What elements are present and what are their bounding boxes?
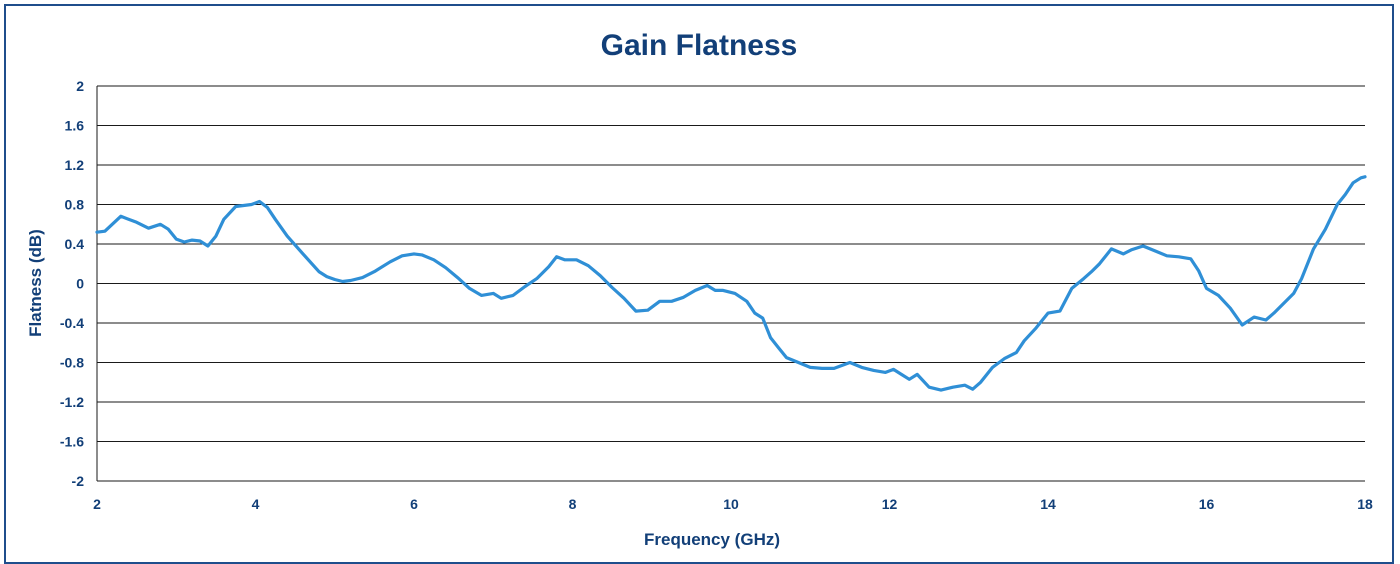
y-tick-label: 2: [76, 78, 84, 94]
x-tick-label: 6: [410, 496, 418, 512]
y-tick-label: -1.2: [60, 394, 84, 410]
y-tick-labels: 2 1.6 1.2 0.8 0.4 0 -0.4 -0.8 -1.2 -1.6 -2: [60, 78, 84, 489]
x-tick-label: 12: [882, 496, 898, 512]
gridlines: [97, 85, 1365, 482]
x-tick-labels: 2 4 6 8 10 12 14 16 18: [93, 496, 1373, 512]
x-tick-label: 10: [723, 496, 739, 512]
x-axis-label: Frequency (GHz): [644, 530, 780, 549]
x-tick-label: 2: [93, 496, 101, 512]
y-tick-label: 0.8: [65, 197, 85, 213]
y-tick-label: -0.8: [60, 355, 84, 371]
x-tick-label: 14: [1040, 496, 1056, 512]
x-tick-label: 18: [1357, 496, 1373, 512]
y-tick-label: 1.6: [65, 118, 85, 134]
y-tick-label: 0: [76, 276, 84, 292]
x-tick-label: 4: [252, 496, 260, 512]
y-tick-label: -0.4: [60, 315, 84, 331]
chart-title: Gain Flatness: [601, 29, 798, 62]
y-tick-label: 1.2: [65, 157, 85, 173]
flatness-series-line: [95, 175, 1367, 392]
y-tick-label: -1.6: [60, 434, 84, 450]
y-tick-label: -2: [72, 473, 85, 489]
x-tick-label: 8: [569, 496, 577, 512]
y-axis-label: Flatness (dB): [26, 229, 45, 337]
x-tick-label: 16: [1199, 496, 1215, 512]
y-tick-label: 0.4: [65, 236, 85, 252]
